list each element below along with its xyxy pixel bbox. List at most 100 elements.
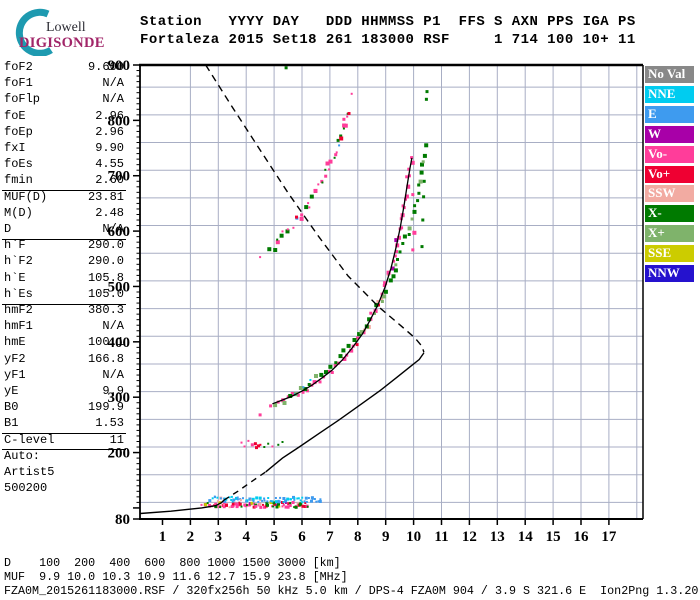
legend-item-sse: SSE [645,245,694,263]
param-value: 2.48 [95,205,124,220]
param-label: h`Es [4,286,33,301]
svg-text:8: 8 [354,529,362,545]
param-row-b1: B1 1.53 [4,416,124,430]
svg-text:14: 14 [518,529,534,545]
param-label: D [4,222,12,236]
param-label: hmF1 [4,319,33,334]
trace-f-trace-o-mode [269,156,415,408]
param-value: 2.96 [95,108,124,123]
param-label: C-level [4,432,55,447]
param-row-hes: h`Es 105.0 [4,287,124,301]
param-row-mufd: MUF(D) 23.81 [4,190,124,204]
logo-digisonde-text: DIGISONDE [19,35,105,51]
param-label: foF2 [4,60,33,74]
param-value: 4.55 [95,157,124,172]
svg-text:600: 600 [108,224,131,240]
svg-text:12: 12 [462,529,477,545]
param-row-yf1: yF1 N/A [4,368,124,382]
param-row-fmin: fmin 2.60 [4,173,124,187]
param-value: N/A [102,222,124,236]
param-label: h`F [4,238,26,253]
param-label: foEs [4,157,33,172]
param-value: 199.9 [87,400,124,415]
svg-text:400: 400 [108,335,131,351]
svg-text:4: 4 [242,529,250,545]
legend-item-ssw: SSW [645,185,694,203]
legend-item-nne: NNE [645,85,694,103]
trace-extra-echo-points [240,66,429,450]
param-value: 9.90 [95,141,124,155]
param-footer-auto: Auto: [4,448,41,463]
svg-text:7: 7 [326,529,334,545]
svg-text:300: 300 [108,390,131,406]
param-label: B1 [4,416,19,431]
plot-gridlines [140,65,643,519]
footer-block: D 100 200 400 600 800 1000 1500 3000 [km… [4,556,699,599]
header-values-line: Fortaleza 2015 Set18 261 183000 RSF 1 71… [140,32,636,48]
true-height-profile-left [140,499,225,515]
legend-item-noval: No Val [645,66,694,83]
param-label: fmin [4,173,33,188]
param-row-fof2: foF2 9.600 [4,60,124,74]
param-value: 9.600 [87,60,124,74]
svg-text:200: 200 [108,446,131,462]
svg-text:9: 9 [382,529,390,545]
param-value: N/A [102,367,124,382]
svg-text:10: 10 [406,529,421,545]
param-value: 105.8 [87,270,124,285]
axis-ticks [133,64,610,525]
svg-text:5: 5 [270,529,278,545]
svg-text:2: 2 [187,529,195,545]
file-descriptor-row: FZA0M_2015261183000.RSF / 320fx256h 50 k… [4,583,699,598]
svg-text:6: 6 [298,529,306,545]
param-row-fxi: fxI 9.90 [4,141,124,155]
param-row-ye: yE 9.9 [4,384,124,398]
param-value: N/A [102,319,124,334]
muf-distance-row: D 100 200 400 600 800 1000 1500 3000 [km… [4,556,341,570]
trace-second-hop-trace [267,112,351,252]
param-label: hmE [4,335,26,350]
f-trace-fitted-line [272,157,413,405]
param-row-d: D N/A [4,222,124,236]
param-label: yF1 [4,367,26,382]
param-label: B0 [4,400,19,415]
legend-item-x: X+ [645,225,694,243]
param-row-clevel: C-level 11 [4,433,124,447]
param-value: N/A [102,76,124,91]
param-row-hme: hmE 100.1 [4,335,124,349]
param-value: 100.1 [87,335,124,350]
legend-item-w: W [645,125,694,143]
param-label: foFlp [4,92,41,107]
muf-transmission-curve-dashed [205,64,425,353]
param-separator [2,190,126,192]
svg-text:15: 15 [546,529,561,545]
param-row-fof1: foF1 N/A [4,76,124,90]
param-row-foflp: foFlp N/A [4,92,124,106]
param-label: fxI [4,141,26,155]
param-value: 290.0 [87,254,124,269]
lowell-digisonde-logo: Lowell DIGISONDE [15,8,105,56]
header-columns-line: Station YYYY DAY DDD HHMMSS P1 FFS S AXN… [140,14,636,30]
true-height-profile-right [265,352,425,473]
param-label: foF1 [4,76,33,91]
param-separator [2,303,126,305]
plot-frame [139,63,644,520]
param-value: 380.3 [87,303,124,317]
param-row-foep: foEp 2.96 [4,125,124,139]
true-height-profile-valley-dashed [223,471,267,501]
param-separator [2,449,126,451]
param-label: h`F2 [4,254,33,269]
svg-text:500: 500 [108,279,131,295]
param-value: 23.81 [87,189,124,204]
svg-text:17: 17 [601,529,617,545]
param-value: 290.0 [87,238,124,253]
param-value: N/A [102,92,124,107]
svg-text:700: 700 [108,169,131,185]
x-axis-tick-labels: 1 2 3 4 5 6 7 8 9 10 11 12 13 14 15 16 17 [159,529,617,545]
param-value: 105.0 [87,286,124,301]
param-row-yf2: yF2 166.8 [4,352,124,366]
legend-item-e: E [645,105,694,123]
legend-item-nnw: NNW [645,265,694,282]
